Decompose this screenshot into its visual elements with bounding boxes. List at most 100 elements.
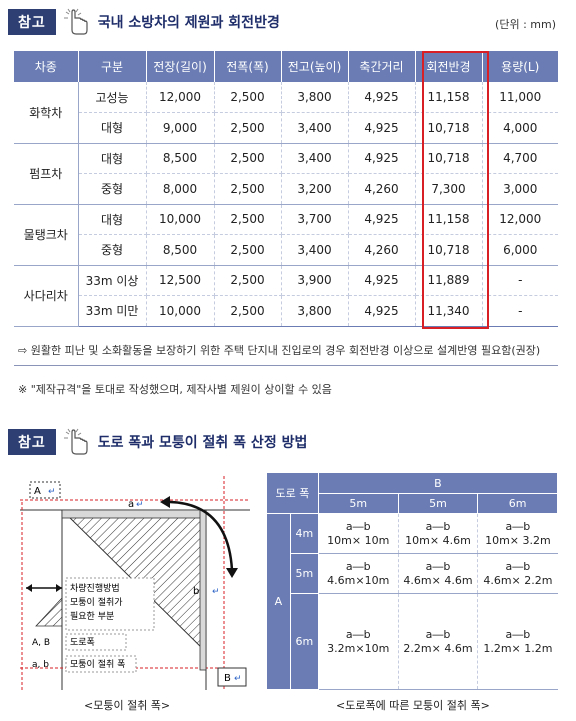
- cell-label: a―b: [345, 519, 371, 533]
- cut-cell: a―b 10m× 3.2m: [477, 513, 558, 554]
- table-row: 사다리차 33m 이상 12,500 2,500 3,900 4,925 11,…: [14, 265, 558, 327]
- col-header: 전장(길이): [146, 51, 215, 82]
- return-mark: ↵: [136, 500, 144, 510]
- a-row-header: 5m: [289, 553, 319, 594]
- table-row: 중형 8,500 2,500 3,400 4,260 10,718 6,000: [14, 234, 558, 266]
- label-A: A: [34, 486, 41, 497]
- pointing-hand-icon: [63, 8, 88, 35]
- cell-length: 9,000: [146, 112, 215, 144]
- a-row-header: 4m: [289, 513, 319, 554]
- b-col-header: 5m: [317, 493, 399, 514]
- label-b: b: [193, 586, 199, 597]
- vehicle-category: 펌프차: [14, 143, 79, 205]
- cell-width: 2,500: [214, 173, 282, 205]
- cell-type: 중형: [78, 173, 147, 205]
- cell-value: 4.6m×10m: [327, 573, 390, 587]
- cell-radius: 7,300: [415, 173, 483, 205]
- corner-header: 도로 폭: [266, 472, 319, 514]
- vehicle-direction-arrow: [169, 500, 234, 571]
- sidewalk-strip: [199, 509, 207, 671]
- a-row-header: 6m: [289, 593, 319, 690]
- cell-radius: 11,340: [415, 295, 483, 327]
- table-row: 33m 미만 10,000 2,500 3,800 4,925 11,340 -: [14, 295, 558, 327]
- cell-capacity: 11,000: [482, 82, 558, 113]
- cell-type: 대형: [78, 204, 147, 235]
- pointing-hand-icon: [63, 428, 88, 455]
- diagram-caption: <모퉁이 절취 폭>: [84, 699, 171, 712]
- table-header-row: 차종 구분 전장(길이) 전폭(폭) 전고(높이) 축간거리 회전반경 용량(L…: [14, 51, 558, 82]
- cell-length: 8,000: [146, 173, 215, 205]
- cell-capacity: 4,000: [482, 112, 558, 144]
- a-header: A: [266, 513, 291, 690]
- cell-capacity: 6,000: [482, 234, 558, 266]
- table-row: 중형 8,000 2,500 3,200 4,260 7,300 3,000: [14, 173, 558, 205]
- cell-type: 고성능: [78, 82, 147, 113]
- cell-capacity: 3,000: [482, 173, 558, 205]
- cell-width: 2,500: [214, 112, 282, 144]
- col-header: 축간거리: [348, 51, 416, 82]
- divider: [14, 365, 558, 366]
- cell-value: 10m× 3.2m: [485, 533, 551, 547]
- footnote: ※ "제작규격"을 토대로 작성했으며, 제작사별 제원이 상이할 수 있음: [18, 383, 332, 396]
- legend-key-ab: a, b: [32, 660, 49, 670]
- cell-radius: 10,718: [415, 234, 483, 266]
- cut-cell: a―b 2.2m× 4.6m: [398, 593, 479, 690]
- label-B: B: [224, 673, 231, 684]
- cell-type: 33m 미만: [78, 295, 147, 327]
- cell-value: 4.6m× 2.2m: [483, 573, 553, 587]
- cell-radius: 10,718: [415, 143, 483, 174]
- arrow-head: [226, 568, 238, 578]
- cell-type: 대형: [78, 143, 147, 174]
- cell-radius: 11,158: [415, 82, 483, 113]
- cell-height: 3,800: [281, 295, 349, 327]
- cell-value: 3.2m×10m: [327, 641, 390, 655]
- cut-cell: a―b 10m× 4.6m: [398, 513, 479, 554]
- diagram-legend: 차량진행방법 모퉁이 절취가 필요한 부분 A, B 도로폭 a, b 모퉁이 …: [26, 577, 155, 673]
- cell-label: a―b: [345, 559, 371, 573]
- cell-height: 3,400: [281, 143, 349, 174]
- section1-title: 국내 소방차의 제원과 회전반경: [97, 15, 280, 31]
- cell-length: 12,500: [146, 265, 215, 296]
- cell-length: 10,000: [146, 295, 215, 327]
- table-row: 화학차 고성능 12,000 2,500 3,800 4,925 11,158 …: [14, 82, 558, 144]
- vehicle-category: 사다리차: [14, 265, 79, 327]
- table-caption: <도로폭에 따른 모퉁이 절취 폭>: [336, 699, 490, 712]
- section2-title: 도로 폭과 모퉁이 절취 폭 산정 방법: [97, 435, 308, 451]
- cell-wheelbase: 4,925: [348, 112, 416, 144]
- cell-height: 3,800: [281, 82, 349, 113]
- cell-value: 10m× 4.6m: [405, 533, 471, 547]
- cell-length: 8,500: [146, 143, 215, 174]
- cell-length: 10,000: [146, 204, 215, 235]
- cell-wheelbase: 4,260: [348, 173, 416, 205]
- cell-value: 4.6m× 4.6m: [403, 573, 473, 587]
- label-box: [29, 481, 61, 499]
- cell-wheelbase: 4,925: [348, 295, 416, 327]
- reference-badge: 참고: [8, 9, 56, 35]
- cell-type: 중형: [78, 234, 147, 266]
- cell-label: a―b: [425, 519, 451, 533]
- vehicle-category: 화학차: [14, 82, 79, 144]
- cell-width: 2,500: [214, 265, 282, 296]
- table-row: 대형 9,000 2,500 3,400 4,925 10,718 4,000: [14, 112, 558, 144]
- legend-road-width: 도로폭: [70, 637, 95, 648]
- legend-corner-cut: 모퉁이 절취가: [70, 596, 123, 608]
- cell-label: a―b: [425, 627, 451, 641]
- cut-cell: a―b 4.6m×10m: [318, 553, 399, 594]
- cell-capacity: -: [482, 265, 558, 296]
- cell-height: 3,400: [281, 234, 349, 266]
- cell-label: a―b: [505, 627, 531, 641]
- return-mark: ↵: [234, 674, 242, 684]
- legend-vehicle-path: 차량진행방법: [70, 582, 120, 594]
- cell-capacity: 4,700: [482, 143, 558, 174]
- legend-key-AB: A, B: [32, 638, 50, 648]
- cell-radius: 11,158: [415, 204, 483, 235]
- cell-height: 3,400: [281, 112, 349, 144]
- col-header: 전폭(폭): [214, 51, 282, 82]
- arrow-head: [160, 496, 170, 508]
- cell-label: a―b: [505, 519, 531, 533]
- col-header: 차종: [14, 51, 79, 82]
- table-row: 물탱크차 대형 10,000 2,500 3,700 4,925 11,158 …: [14, 204, 558, 266]
- cell-wheelbase: 4,925: [348, 265, 416, 296]
- cut-cell: a―b 1.2m× 1.2m: [477, 593, 558, 690]
- cell-length: 8,500: [146, 234, 215, 266]
